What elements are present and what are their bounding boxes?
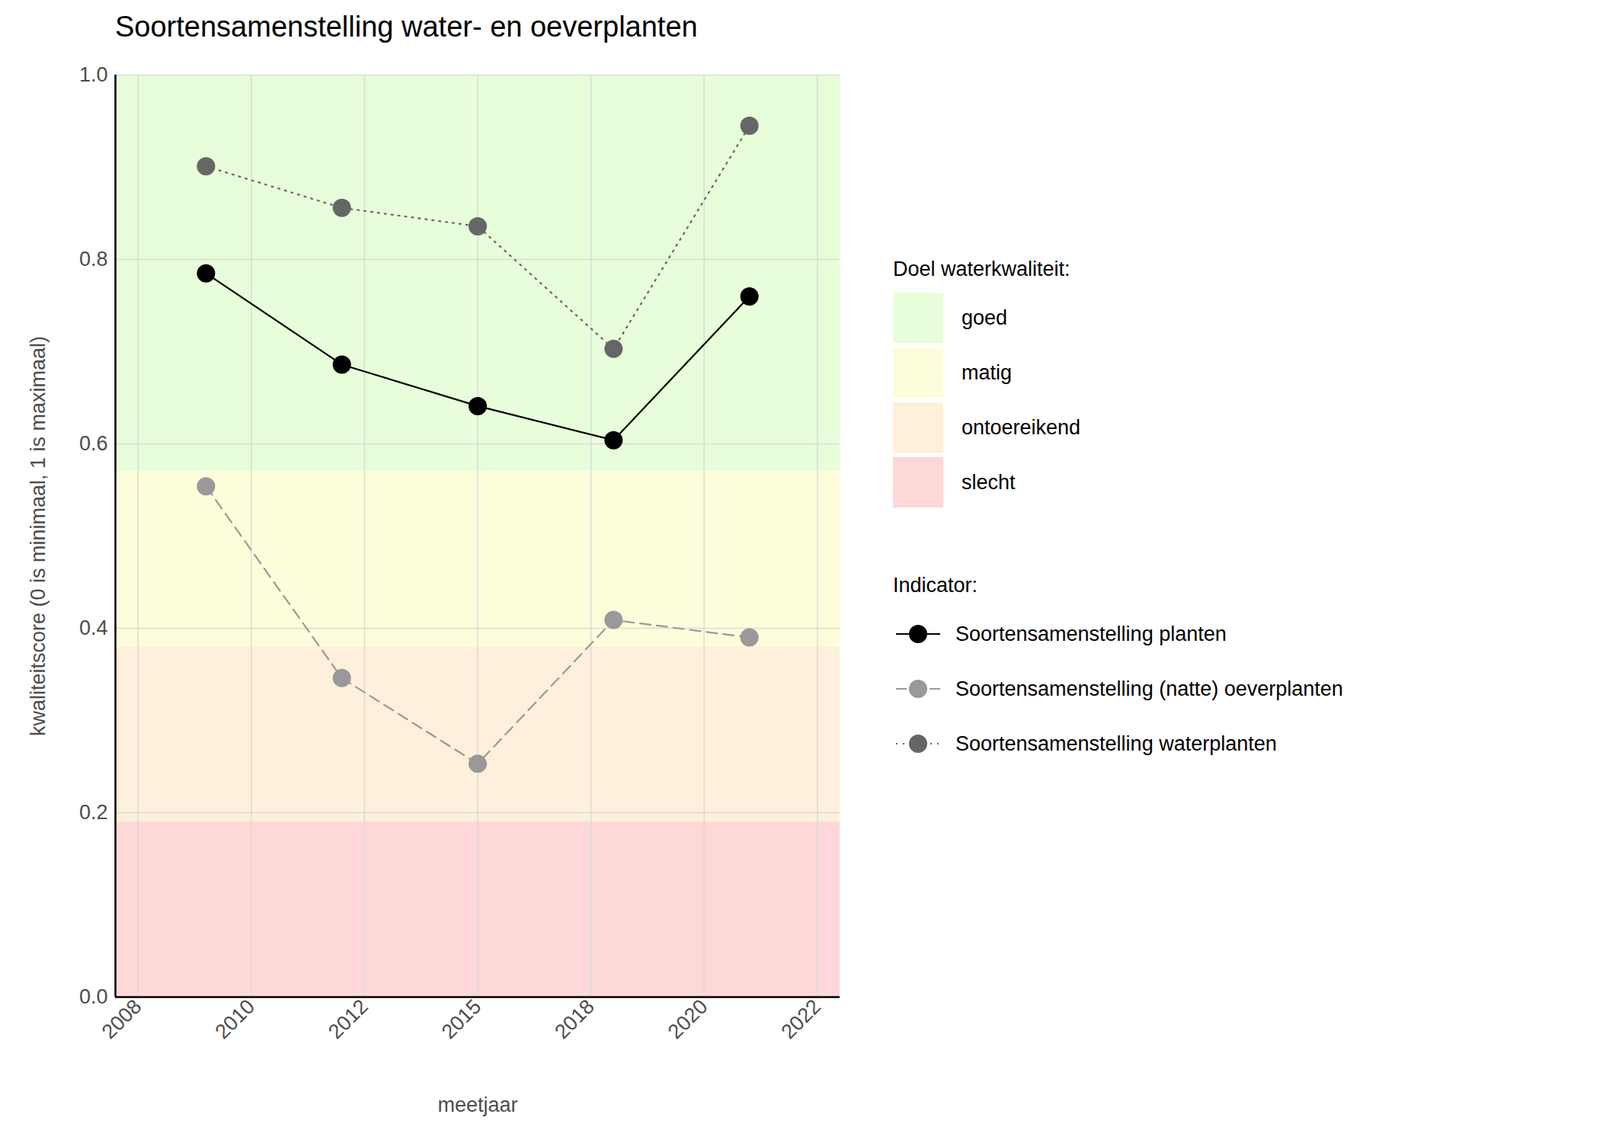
html-text:Soortensamenstelling water- en: Soortensamenstelling water- en oeverplan… bbox=[115, 10, 698, 43]
svg-text:2010: 2010 bbox=[210, 995, 260, 1044]
svg-text:meetjaar: meetjaar bbox=[437, 1093, 518, 1117]
svg-text:2015: 2015 bbox=[437, 995, 487, 1044]
html-text:Soortensamenstelling planten: Soortensamenstelling planten bbox=[955, 622, 1227, 645]
svg-text:kwaliteitscore (0 is minimaal,: kwaliteitscore (0 is minimaal, 1 is maxi… bbox=[26, 336, 50, 736]
svg-text:2022: 2022 bbox=[776, 995, 826, 1044]
svg-text:0.6: 0.6 bbox=[79, 432, 109, 455]
html-text:Indicator:: Indicator: bbox=[892, 573, 978, 597]
svg-text:2012: 2012 bbox=[323, 995, 373, 1044]
svg-text:0.8: 0.8 bbox=[79, 247, 109, 271]
html-text:Soortensamenstelling (natte) o: Soortensamenstelling (natte) oeverplante… bbox=[955, 676, 1344, 700]
html-text:Soortensamenstelling waterplan: Soortensamenstelling waterplanten bbox=[955, 731, 1277, 755]
svg-text:0.0: 0.0 bbox=[79, 985, 109, 1008]
html-text:matig: matig bbox=[961, 360, 1012, 384]
html-text:ontoereikend: ontoereikend bbox=[961, 415, 1081, 439]
html-text:slecht: slecht bbox=[961, 470, 1016, 494]
svg-text:2020: 2020 bbox=[663, 995, 713, 1044]
svg-text:2018: 2018 bbox=[550, 995, 599, 1044]
html-text:goed: goed bbox=[961, 305, 1008, 329]
svg-text:1.0: 1.0 bbox=[79, 63, 109, 87]
svg-text:0.4: 0.4 bbox=[79, 616, 109, 640]
html-text:Doel waterkwaliteit:: Doel waterkwaliteit: bbox=[892, 257, 1071, 281]
svg-text:2008: 2008 bbox=[97, 994, 146, 1044]
svg-text:0.2: 0.2 bbox=[79, 800, 109, 824]
